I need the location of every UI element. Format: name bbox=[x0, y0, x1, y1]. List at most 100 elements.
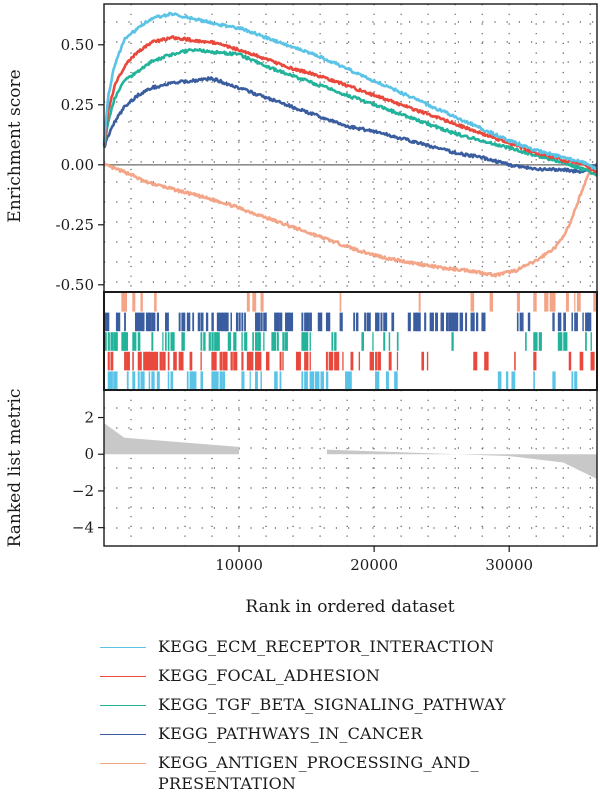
hit-bar bbox=[451, 332, 454, 351]
hit-bar bbox=[244, 312, 246, 332]
hit-bar bbox=[358, 351, 361, 371]
hit-bar bbox=[325, 351, 328, 371]
hit-bar bbox=[222, 312, 227, 332]
hit-bar bbox=[320, 371, 324, 390]
hit-bar bbox=[265, 351, 270, 371]
hit-bar bbox=[263, 332, 265, 351]
hit-bar bbox=[301, 371, 304, 390]
hit-bar bbox=[222, 351, 227, 371]
hit-bar bbox=[298, 351, 301, 371]
hit-bar bbox=[418, 312, 421, 332]
hit-bar bbox=[260, 293, 264, 312]
hit-bar bbox=[178, 312, 181, 332]
hit-bar bbox=[110, 371, 113, 390]
hit-bar bbox=[505, 371, 509, 390]
legend-label: KEGG_ANTIGEN_PROCESSING_AND_ PRESENTATIO… bbox=[158, 753, 479, 793]
hit-bar bbox=[334, 332, 337, 351]
hit-bar bbox=[383, 332, 386, 351]
hit-bar bbox=[227, 332, 232, 351]
hit-bar bbox=[132, 293, 136, 312]
hit-bar bbox=[287, 312, 291, 332]
hit-bar bbox=[516, 293, 520, 312]
hit-bar bbox=[105, 312, 110, 332]
hit-bar bbox=[252, 332, 254, 351]
hit-bar bbox=[230, 351, 233, 371]
hit-bar bbox=[274, 332, 277, 351]
legend-item: KEGG_TGF_BETA_SIGNALING_PATHWAY bbox=[100, 694, 595, 715]
legend-item: KEGG_ECM_RECEPTOR_INTERACTION bbox=[100, 636, 595, 657]
hit-bar bbox=[257, 351, 262, 371]
hit-bar bbox=[113, 371, 118, 390]
hit-bar bbox=[309, 351, 311, 371]
hit-bar bbox=[377, 351, 381, 371]
legend-swatch bbox=[100, 734, 146, 735]
hit-bar bbox=[132, 332, 136, 351]
legend-item: KEGG_ANTIGEN_PROCESSING_AND_ PRESENTATIO… bbox=[100, 752, 595, 794]
enrichment-line bbox=[103, 76, 598, 174]
hit-bar bbox=[105, 332, 107, 351]
hit-bar bbox=[552, 293, 556, 312]
hit-bar bbox=[375, 371, 380, 390]
hit-bar bbox=[587, 312, 592, 332]
hit-bar bbox=[126, 371, 129, 390]
hit-bar bbox=[110, 332, 114, 351]
hit-bar bbox=[132, 371, 136, 390]
hit-bar bbox=[320, 312, 323, 332]
hit-barcode-panel bbox=[105, 293, 598, 390]
hit-bar bbox=[527, 312, 531, 332]
hit-bar bbox=[143, 351, 148, 371]
hit-bar bbox=[375, 351, 378, 371]
axis-ticks: 0.50 0.25 0.00 -0.25 -0.50 2 0 −2 −4 10000 20000 30… bbox=[56, 36, 534, 574]
hit-bar bbox=[200, 332, 203, 351]
hit-bar bbox=[394, 371, 398, 390]
hit-bar bbox=[415, 312, 421, 332]
hit-bar bbox=[124, 312, 126, 332]
hit-bar bbox=[590, 351, 595, 371]
hit-bar bbox=[230, 312, 232, 332]
hit-bar bbox=[473, 312, 475, 332]
hit-bar bbox=[383, 312, 388, 332]
ranked-metric-panel-grid bbox=[104, 390, 597, 546]
hit-bar bbox=[274, 312, 279, 332]
hit-bar bbox=[113, 332, 118, 351]
hit-bar bbox=[276, 332, 279, 351]
hit-bar bbox=[151, 332, 154, 351]
hit-bar bbox=[192, 312, 195, 332]
enrichment-line bbox=[102, 47, 599, 177]
hit-bar bbox=[162, 332, 164, 351]
hit-bar bbox=[571, 371, 574, 390]
hit-bar bbox=[364, 312, 367, 332]
hit-bar bbox=[151, 371, 155, 390]
hit-bar bbox=[304, 371, 308, 390]
hit-bar bbox=[148, 371, 151, 390]
legend-swatch bbox=[100, 763, 146, 764]
hit-bar bbox=[145, 351, 150, 371]
x-tick-label: 30000 bbox=[485, 556, 533, 574]
hit-bar bbox=[249, 371, 251, 390]
hit-bar bbox=[552, 371, 556, 390]
hit-bar bbox=[216, 312, 220, 332]
hit-bar bbox=[432, 312, 434, 332]
hit-bar bbox=[448, 312, 452, 332]
hit-bar bbox=[173, 351, 177, 371]
hit-bar bbox=[440, 312, 445, 332]
hit-bar bbox=[563, 312, 566, 332]
hit-bar bbox=[279, 371, 282, 390]
hit-bar bbox=[241, 371, 245, 390]
hit-bar bbox=[533, 332, 538, 351]
hit-bar bbox=[304, 332, 309, 351]
hit-bar bbox=[361, 332, 365, 351]
hit-bar bbox=[249, 351, 254, 371]
hit-bar bbox=[151, 312, 156, 332]
hit-bar bbox=[418, 293, 421, 312]
hit-bar bbox=[290, 312, 294, 332]
hit-bar bbox=[388, 332, 391, 351]
hit-bar bbox=[574, 371, 578, 390]
hit-bar bbox=[124, 332, 128, 351]
legend-swatch bbox=[100, 676, 146, 677]
hit-bar bbox=[538, 332, 542, 351]
ranked-metric-y-tick-label: 2 bbox=[84, 409, 94, 427]
hit-bar bbox=[282, 351, 284, 371]
legend-label: KEGG_TGF_BETA_SIGNALING_PATHWAY bbox=[158, 695, 506, 714]
hit-bar bbox=[115, 332, 118, 351]
